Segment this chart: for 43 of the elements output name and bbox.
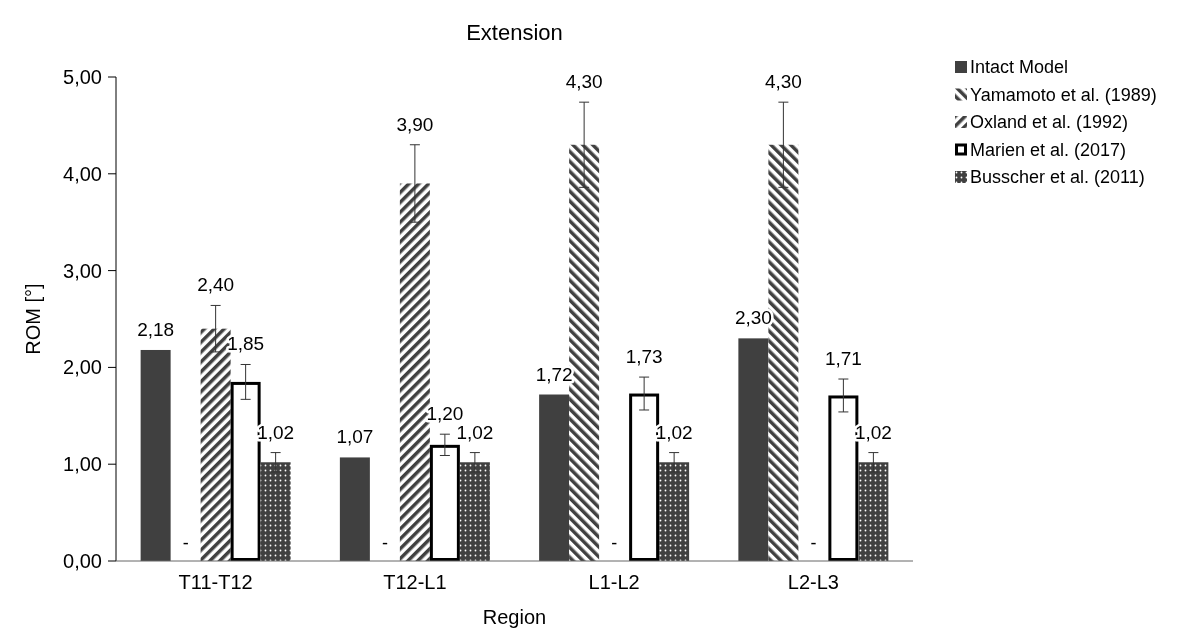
chart-title: Extension	[466, 20, 563, 45]
data-label: 4,30	[565, 71, 603, 93]
bar	[459, 462, 490, 561]
legend-label: Marien et al. (2017)	[970, 139, 1127, 160]
bar	[339, 457, 370, 561]
data-label: 2,40	[197, 274, 235, 296]
bar	[858, 462, 889, 561]
legend-label: Busscher et al. (2011)	[970, 167, 1145, 187]
text: -	[810, 533, 817, 553]
bar	[140, 349, 171, 561]
bar	[399, 183, 430, 561]
data-label: 1,73	[625, 346, 663, 368]
y-tick-label: 1,00	[63, 453, 102, 476]
data-label: 1,07	[336, 426, 374, 448]
data-label: 2,18	[137, 318, 175, 340]
x-tick-label: L2-L3	[787, 571, 839, 593]
legend-label: Oxland et al. (1992)	[970, 112, 1129, 132]
y-tick-label: 4,00	[63, 162, 102, 185]
bar	[659, 462, 690, 561]
data-label: 4,30	[764, 71, 802, 93]
text: -	[611, 533, 618, 553]
y-tick-label: 3,00	[63, 259, 102, 282]
bar	[429, 444, 460, 561]
y-tick-label: 5,00	[63, 66, 102, 88]
data-label: 1,72	[535, 363, 573, 385]
x-tick-label: T11-T12	[178, 571, 253, 593]
bar	[738, 338, 769, 561]
data-label: 1,71	[824, 348, 862, 370]
y-tick-label: 2,00	[63, 356, 102, 379]
text: -	[182, 533, 189, 553]
legend-label: Yamamoto et al. (1989)	[970, 84, 1157, 105]
legend-label: Intact Model	[970, 57, 1069, 77]
data-label: 1,85	[227, 333, 265, 355]
data-label: 3,90	[396, 113, 434, 135]
bar	[260, 462, 291, 561]
x-tick-label: T12-L1	[383, 571, 447, 593]
text: -	[381, 533, 388, 553]
y-axis-title: ROM [°]	[22, 283, 44, 355]
bar	[539, 394, 570, 561]
x-tick-label: L1-L2	[588, 571, 640, 593]
x-axis-title: Region	[482, 606, 547, 628]
y-tick-label: 0,00	[63, 550, 102, 572]
data-label: 2,30	[734, 307, 772, 329]
